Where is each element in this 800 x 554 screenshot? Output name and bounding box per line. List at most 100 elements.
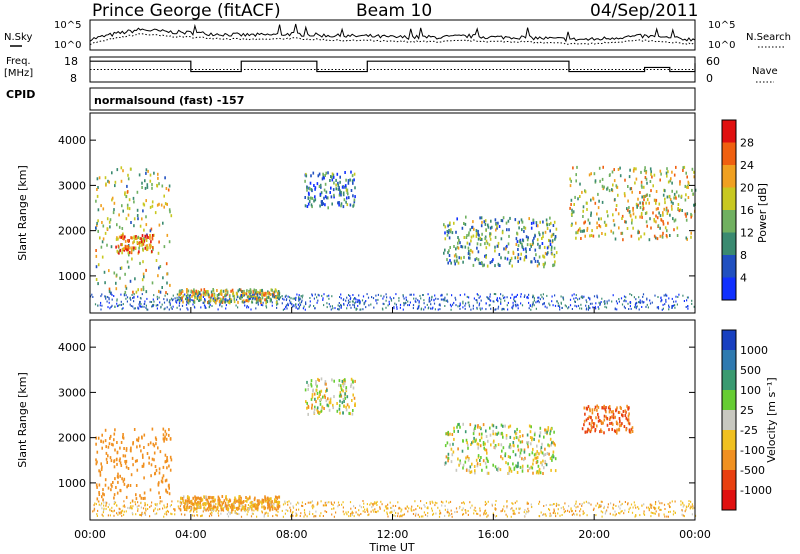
heatmap-cell xyxy=(621,502,623,505)
heatmap-cell xyxy=(399,306,401,309)
heatmap-cell xyxy=(289,510,292,513)
heatmap-cell xyxy=(99,304,101,307)
heatmap-cell xyxy=(275,500,277,504)
heatmap-cell xyxy=(109,456,112,460)
heatmap-cell xyxy=(242,500,244,504)
heatmap-cell xyxy=(665,206,668,210)
heatmap-cell xyxy=(555,515,557,518)
heatmap-cell xyxy=(313,297,315,300)
heatmap-cell xyxy=(466,455,469,459)
heatmap-cell xyxy=(233,294,236,298)
heatmap-cell xyxy=(543,255,546,259)
heatmap-cell xyxy=(468,304,470,307)
heatmap-cell xyxy=(325,190,328,194)
heatmap-cell xyxy=(178,296,180,299)
heatmap-cell xyxy=(166,233,169,237)
heatmap-cell xyxy=(623,192,626,196)
heatmap-cell xyxy=(649,180,652,183)
heatmap-cell xyxy=(319,393,321,396)
heatmap-cell xyxy=(500,256,502,260)
heatmap-cell xyxy=(628,412,630,416)
heatmap-cell xyxy=(390,298,392,301)
heatmap-cell xyxy=(383,509,385,512)
heatmap-cell xyxy=(508,228,510,232)
heatmap-cell xyxy=(333,181,335,185)
heatmap-cell xyxy=(325,171,327,175)
heatmap-cell xyxy=(139,494,141,498)
heatmap-cell xyxy=(309,304,311,307)
heatmap-cell xyxy=(154,465,157,468)
heatmap-cell xyxy=(129,501,132,504)
heatmap-cell xyxy=(581,503,583,505)
heatmap-cell xyxy=(584,220,586,224)
heatmap-cell xyxy=(669,234,671,237)
heatmap-cell xyxy=(259,293,261,296)
heatmap-cell xyxy=(351,399,353,402)
heatmap-cell xyxy=(549,216,551,220)
heatmap-cell xyxy=(95,503,97,506)
heatmap-cell xyxy=(239,501,242,505)
heatmap-cell xyxy=(454,296,456,299)
heatmap-cell xyxy=(310,501,312,504)
heatmap-cell xyxy=(601,406,603,410)
heatmap-cell xyxy=(601,421,603,425)
heatmap-cell xyxy=(246,509,248,512)
heatmap-cell xyxy=(172,294,174,297)
heatmap-cell xyxy=(389,296,391,299)
heatmap-cell xyxy=(256,508,259,512)
heatmap-cell xyxy=(551,295,553,298)
heatmap-cell xyxy=(462,302,464,305)
heatmap-cell xyxy=(517,304,519,307)
heatmap-cell xyxy=(343,382,346,386)
heatmap-cell xyxy=(115,273,118,277)
heatmap-cell xyxy=(488,298,490,300)
heatmap-cell xyxy=(484,222,487,226)
heatmap-cell xyxy=(639,201,641,205)
heatmap-cell xyxy=(218,514,220,517)
heatmap-cell xyxy=(181,299,183,302)
heatmap-cell xyxy=(624,501,626,503)
heatmap-cell xyxy=(122,209,124,213)
heatmap-cell xyxy=(193,300,196,304)
heatmap-cell xyxy=(144,234,146,238)
heatmap-cell xyxy=(517,464,519,468)
heatmap-cell xyxy=(666,174,668,178)
velocity-colorbar-label: Velocity [m s⁻¹] xyxy=(765,377,778,462)
heatmap-cell xyxy=(621,303,624,306)
heatmap-cell xyxy=(635,202,638,206)
heatmap-cell xyxy=(322,504,324,507)
heatmap-cell xyxy=(529,436,532,439)
heatmap-cell xyxy=(658,211,660,215)
heatmap-cell xyxy=(107,514,109,517)
heatmap-cell xyxy=(335,511,337,514)
heatmap-cell xyxy=(475,257,478,261)
heatmap-cell xyxy=(104,176,107,180)
heatmap-cell xyxy=(133,296,135,299)
heatmap-cell xyxy=(335,178,337,182)
heatmap-cell xyxy=(100,439,102,443)
heatmap-cell xyxy=(176,293,178,296)
heatmap-cell xyxy=(506,505,508,508)
heatmap-cell xyxy=(494,245,496,249)
heatmap-cell xyxy=(686,296,689,299)
heatmap-cell xyxy=(473,512,475,515)
heatmap-cell xyxy=(130,507,132,510)
heatmap-cell xyxy=(622,410,625,413)
heatmap-cell xyxy=(350,514,352,517)
heatmap-cell xyxy=(94,303,97,306)
heatmap-cell xyxy=(495,228,497,232)
heatmap-cell xyxy=(243,509,245,512)
heatmap-cell xyxy=(622,238,624,242)
heatmap-cell xyxy=(432,512,435,515)
heatmap-cell xyxy=(682,169,684,172)
heatmap-cell xyxy=(185,505,187,508)
heatmap-cell xyxy=(631,218,633,222)
heatmap-cell xyxy=(445,461,447,465)
heatmap-cell xyxy=(187,289,190,293)
nsearch-line xyxy=(89,33,696,46)
heatmap-cell xyxy=(642,206,645,210)
heatmap-cell xyxy=(124,272,126,276)
heatmap-cell xyxy=(225,504,228,508)
heatmap-cell xyxy=(505,436,508,440)
heatmap-cell xyxy=(685,214,687,218)
